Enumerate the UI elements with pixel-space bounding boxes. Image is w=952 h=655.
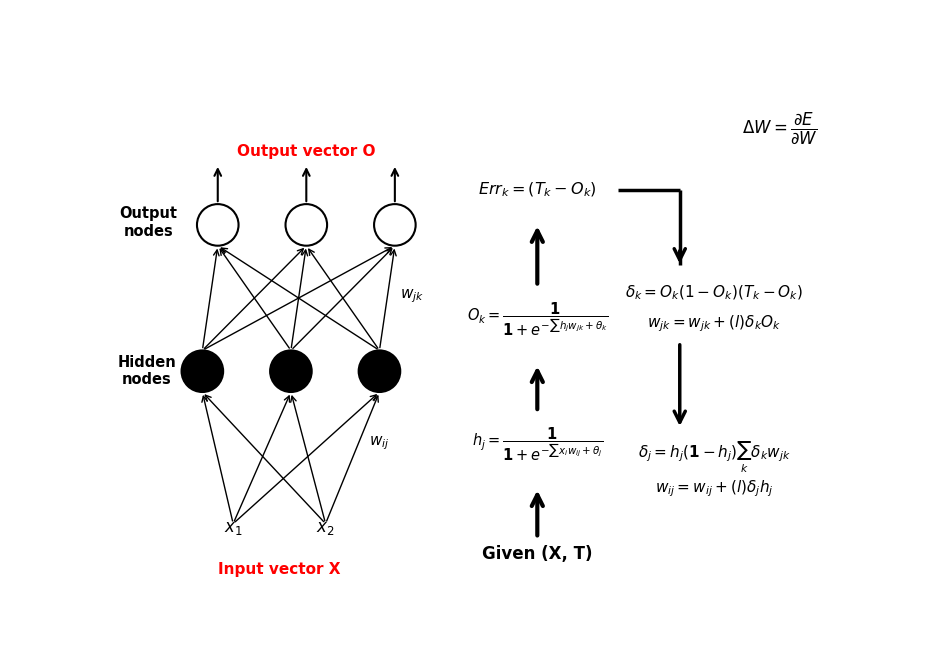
Text: $w_{ij} = w_{ij} + (l)\delta_j h_j$: $w_{ij} = w_{ij} + (l)\delta_j h_j$ [654, 478, 773, 498]
Text: $w_{jk}$: $w_{jk}$ [400, 288, 424, 305]
Text: Hidden
nodes: Hidden nodes [117, 355, 176, 387]
Text: $w_{jk} = w_{jk} + (l)\delta_k O_k$: $w_{jk} = w_{jk} + (l)\delta_k O_k$ [646, 313, 781, 334]
Text: Output vector O: Output vector O [237, 144, 375, 159]
Text: $Err_k = (T_k - O_k)$: $Err_k = (T_k - O_k)$ [477, 181, 596, 200]
Circle shape [358, 350, 400, 392]
Circle shape [182, 350, 223, 392]
Circle shape [374, 204, 415, 246]
Text: Input vector X: Input vector X [218, 561, 340, 576]
Text: $O_k = \dfrac{\mathbf{1}}{\mathbf{1}+e^{-\sum h_j w_{jk}+\theta_k}}$: $O_k = \dfrac{\mathbf{1}}{\mathbf{1}+e^{… [466, 300, 607, 337]
Text: $\delta_j = h_j(\mathbf{1}-h_j)\sum_k \delta_k w_{jk}$: $\delta_j = h_j(\mathbf{1}-h_j)\sum_k \d… [638, 440, 790, 475]
Text: $x_1$: $x_1$ [224, 519, 242, 536]
Circle shape [197, 204, 238, 246]
Text: $w_{ij}$: $w_{ij}$ [369, 434, 389, 451]
Text: $h_j = \dfrac{\mathbf{1}}{\mathbf{1}+e^{-\sum x_i w_{ij}+\theta_j}}$: $h_j = \dfrac{\mathbf{1}}{\mathbf{1}+e^{… [471, 426, 603, 463]
Circle shape [286, 204, 327, 246]
Text: Output
nodes: Output nodes [119, 206, 177, 239]
Text: Given (X, T): Given (X, T) [482, 545, 592, 563]
Text: $x_2$: $x_2$ [316, 519, 334, 536]
Text: $\delta_k = O_k(1-O_k)(T_k - O_k)$: $\delta_k = O_k(1-O_k)(T_k - O_k)$ [625, 284, 803, 302]
Circle shape [269, 350, 311, 392]
Text: $\Delta W = \dfrac{\partial E}{\partial W}$: $\Delta W = \dfrac{\partial E}{\partial … [742, 111, 817, 146]
